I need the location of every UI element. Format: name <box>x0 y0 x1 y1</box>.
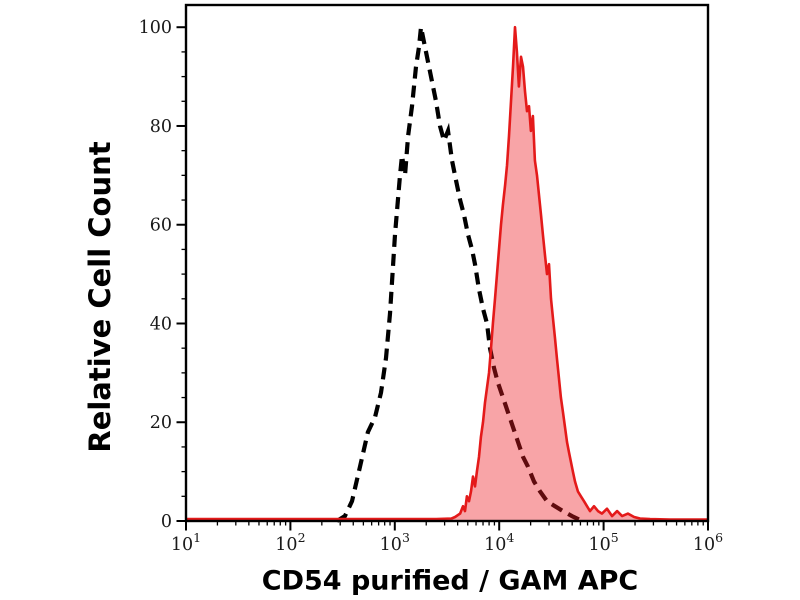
x-axis-tick-label: 104 <box>484 530 514 555</box>
y-axis-tick-label: 40 <box>150 314 172 334</box>
x-axis-tick-label: 106 <box>693 530 723 555</box>
y-axis-title: Relative Cell Count <box>83 141 117 453</box>
y-axis-tick-label: 60 <box>150 216 172 236</box>
plot-frame <box>184 3 710 523</box>
y-axis-tick-label: 20 <box>150 413 172 433</box>
y-axis-tick-label: 0 <box>161 512 172 532</box>
cd54-apc-curve-fill <box>186 27 708 521</box>
cd54-apc-curve-stroke <box>186 25 708 521</box>
x-axis-title: CD54 purified / GAM APC <box>261 565 639 597</box>
y-axis-tick-label: 100 <box>139 18 172 38</box>
x-axis-tick-label: 105 <box>588 530 618 555</box>
y-axis-tick-label: 80 <box>150 117 172 137</box>
x-axis-tick-label: 102 <box>275 530 305 555</box>
x-axis-tick-label: 101 <box>171 530 201 555</box>
x-axis-tick-label: 103 <box>380 530 410 555</box>
